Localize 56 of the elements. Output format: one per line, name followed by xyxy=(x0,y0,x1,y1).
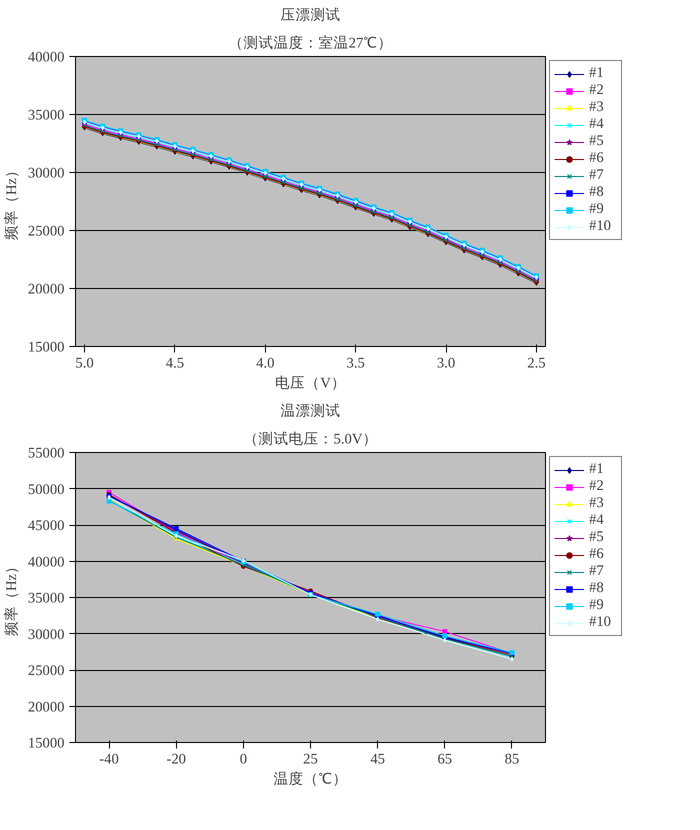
y-tick-label: 40000 xyxy=(28,50,64,66)
legend-label: #4 xyxy=(589,116,605,133)
chart-title: 温漂测试 xyxy=(280,402,340,420)
x-tick-label: 85 xyxy=(504,752,520,768)
legend-label: #7 xyxy=(589,563,605,580)
legend-label: #4 xyxy=(589,512,605,529)
x-tick-label: 4.0 xyxy=(256,356,274,372)
x-tick-label: -40 xyxy=(99,752,119,768)
chart-subtitle: （测试温度：室温27℃） xyxy=(228,34,392,52)
x-tick-label: 3.0 xyxy=(436,356,456,372)
x-tick-label: 65 xyxy=(437,752,452,768)
legend-label: #9 xyxy=(589,201,605,218)
y-tick-label: 15000 xyxy=(28,340,64,356)
chart-title: 压漂测试 xyxy=(280,6,340,24)
x-tick-label: 2.5 xyxy=(527,356,546,372)
y-tick-label: 30000 xyxy=(28,626,64,643)
legend-label: #8 xyxy=(589,580,605,597)
legend-label: #9 xyxy=(589,597,605,614)
chart-subtitle: （测试电压：5.0V） xyxy=(244,430,378,448)
y-tick-label: 30000 xyxy=(28,166,64,182)
legend-label: #5 xyxy=(589,529,605,546)
legend-label: #8 xyxy=(589,184,605,201)
legend-label: #1 xyxy=(589,461,605,478)
y-tick-label: 20000 xyxy=(28,282,64,298)
x-tick-label: 4.5 xyxy=(166,356,184,372)
legend-label: #6 xyxy=(589,546,605,563)
y-tick-label: 45000 xyxy=(28,518,64,534)
y-tick-label: 35000 xyxy=(28,590,64,606)
legend-label: #5 xyxy=(589,133,605,150)
y-tick-label: 15000 xyxy=(28,736,64,752)
x-tick-label: 5.0 xyxy=(75,356,94,372)
legend-label: #2 xyxy=(589,478,605,495)
y-tick-label: 35000 xyxy=(28,108,64,124)
y-tick-label: 20000 xyxy=(28,699,64,716)
x-tick-label: 25 xyxy=(303,752,318,768)
y-axis-title: 频率（Hz） xyxy=(2,162,20,240)
legend-label: #10 xyxy=(589,218,612,235)
x-axis-title: 温度（℃） xyxy=(274,770,348,788)
y-tick-label: 25000 xyxy=(28,663,64,679)
y-tick-label: 55000 xyxy=(28,446,64,462)
legend-label: #3 xyxy=(589,99,605,116)
x-tick-label: 45 xyxy=(370,752,385,768)
legend-label: #6 xyxy=(589,150,605,167)
legend-label: #3 xyxy=(589,495,605,512)
legend-label: #10 xyxy=(589,614,612,631)
y-tick-label: 50000 xyxy=(28,482,64,498)
y-axis-title: 频率（Hz） xyxy=(2,558,20,636)
x-tick-label: 3.5 xyxy=(346,356,365,372)
legend-label: #7 xyxy=(589,167,605,184)
x-axis-title: 电压（V） xyxy=(275,374,346,392)
y-tick-label: 25000 xyxy=(28,224,64,240)
y-tick-label: 40000 xyxy=(28,554,64,570)
legend-label: #2 xyxy=(589,82,605,99)
x-tick-label: 0 xyxy=(240,752,248,768)
x-tick-label: -20 xyxy=(166,752,186,768)
legend-label: #1 xyxy=(589,65,605,82)
